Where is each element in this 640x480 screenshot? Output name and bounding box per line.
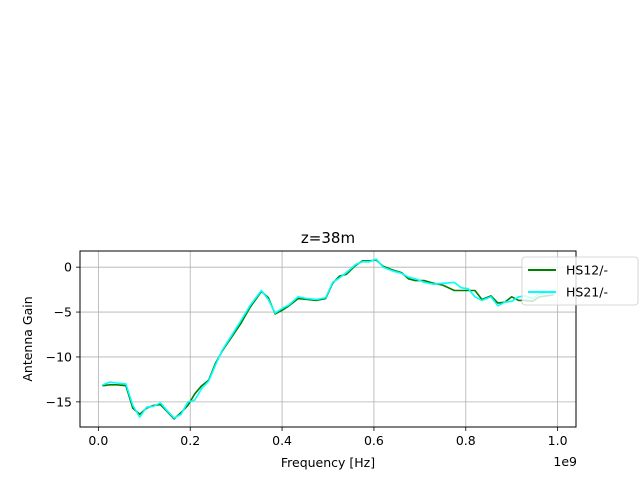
plot-frame <box>79 250 577 428</box>
legend-label: HS21/- <box>566 285 608 300</box>
grid <box>80 251 576 427</box>
x-tick-label: 0.4 <box>272 433 292 448</box>
y-tick-label: −10 <box>46 349 72 364</box>
x-tick-label: 0.2 <box>180 433 200 448</box>
x-tick-label: 0.8 <box>456 433 476 448</box>
x-axis-label: Frequency [Hz] <box>281 455 375 470</box>
legend-label: HS12/- <box>566 263 608 278</box>
x-tick-label: 0.0 <box>88 433 108 448</box>
x-tick-label: 0.6 <box>364 433 384 448</box>
x-tick-label: 1.0 <box>548 433 568 448</box>
legend: HS12/- HS21/- <box>521 256 639 306</box>
y-tick-label: 0 <box>64 260 72 275</box>
y-tick-label: −15 <box>46 394 72 409</box>
x-offset-label: 1e9 <box>553 454 577 469</box>
series-layer <box>102 258 554 420</box>
series-line-2 <box>102 258 554 419</box>
y-axis-label: Antenna Gain <box>20 296 35 381</box>
y-tick-label: −5 <box>54 305 72 320</box>
ticks: 0.0 0.2 0.4 0.6 0.8 1.0 0 −5 −10 −15 <box>46 260 568 448</box>
chart-title: z=38m <box>301 229 355 247</box>
